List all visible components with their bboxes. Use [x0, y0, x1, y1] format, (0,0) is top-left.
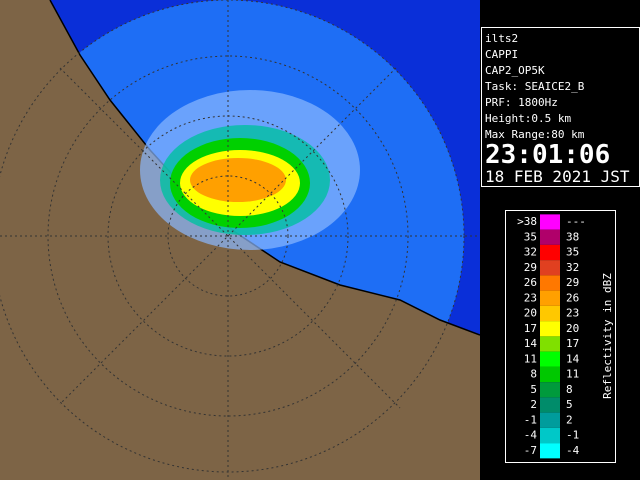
legend-swatch: [540, 321, 560, 337]
legend-low: -7: [524, 444, 537, 457]
legend-high: -1: [566, 429, 579, 442]
legend-low: 29: [524, 261, 537, 274]
legend-low: 20: [524, 307, 537, 320]
legend-swatch: [540, 427, 560, 444]
legend-swatch: [540, 275, 560, 291]
info-line: Task: SEAICE2_B: [485, 80, 585, 93]
azimuth-line: [59, 67, 397, 405]
legend-low: 17: [524, 322, 537, 335]
range-ring: [47, 55, 409, 417]
azimuth-line: [59, 67, 401, 409]
legend-high: 11: [566, 368, 579, 381]
legend-low: 23: [524, 291, 537, 304]
legend-low: 35: [524, 230, 537, 243]
legend-high: 35: [566, 246, 579, 259]
legend-swatch: [540, 229, 560, 245]
info-line: CAPPI: [485, 48, 518, 61]
legend-swatch: [540, 412, 560, 428]
legend-swatch: [540, 397, 560, 413]
legend-high: 5: [566, 398, 573, 411]
legend-high: 32: [566, 261, 579, 274]
legend-swatch: [540, 443, 560, 459]
info-lines: ilts2 CAPPI CAP2_OP5K Task: SEAICE2_B PRF: 1…: [485, 32, 585, 141]
range-rings: [0, 0, 480, 480]
info-line: ilts2: [485, 32, 518, 45]
legend-high: 38: [566, 230, 579, 243]
legend-high: -4: [566, 444, 580, 457]
legend-high: 17: [566, 337, 579, 350]
legend-high: 23: [566, 307, 579, 320]
echo: [140, 90, 360, 250]
map: [0, 0, 480, 480]
legend-high: 20: [566, 322, 579, 335]
info-line: Max Range:80 km: [485, 128, 585, 141]
legend-low: >38: [517, 215, 537, 228]
legend-title: Reflectivity in dBZ: [601, 273, 614, 399]
info-line: CAP2_OP5K: [485, 64, 545, 77]
legend-low: 14: [524, 337, 538, 350]
legend-low: -1: [524, 413, 537, 426]
legend-high: 26: [566, 291, 579, 304]
legend-high: 8: [566, 383, 573, 396]
legend-low: 8: [530, 368, 537, 381]
legend-swatch: [540, 351, 560, 367]
legend-low: 11: [524, 352, 537, 365]
legend-box: [505, 210, 616, 463]
legend-swatch: [540, 290, 560, 306]
range-ring: [167, 175, 289, 297]
legend-swatch: [540, 214, 560, 230]
legend-swatch: [540, 382, 560, 398]
legend-high: 14: [566, 352, 580, 365]
legend-low: 5: [530, 383, 537, 396]
date: 18 FEB 2021 JST: [485, 167, 630, 186]
legend-swatch: [540, 244, 560, 261]
legend-high: ---: [566, 215, 586, 228]
legend-low: -4: [524, 429, 538, 442]
time: 23:01:06: [485, 140, 610, 170]
info-panel: [481, 27, 640, 187]
legend-swatch: [540, 305, 560, 322]
legend-high: 29: [566, 276, 579, 289]
legend-high: 2: [566, 413, 573, 426]
legend-swatch: [540, 336, 560, 352]
info-line: Height:0.5 km: [485, 112, 571, 125]
legend: >38 --- 35 38 32 35 29 32 26 29 23 26 20 23 17 20 14 17 11…: [517, 214, 586, 459]
legend-swatch: [540, 366, 560, 383]
echo-orange: [190, 158, 286, 202]
legend-low: 2: [530, 398, 537, 411]
info-line: PRF: 1800Hz: [485, 96, 558, 109]
legend-low: 32: [524, 246, 537, 259]
legend-low: 26: [524, 276, 537, 289]
legend-swatch: [540, 260, 560, 276]
